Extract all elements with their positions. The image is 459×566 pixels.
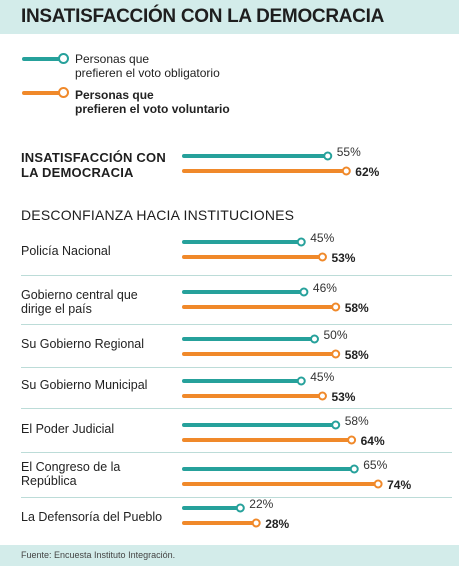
category-2-value-label-voluntario: 58%	[345, 348, 369, 362]
category-label-line1: El Poder Judicial	[21, 422, 115, 436]
main-label-line1: INSATISFACCIÓN CON	[21, 150, 166, 165]
main-category-label: INSATISFACCIÓN CON LA DEMOCRACIA	[21, 150, 166, 180]
legend-label-voluntario: Personas que prefieren el voto voluntari…	[75, 88, 230, 116]
category-5-marker-obligatorio	[349, 464, 359, 474]
title-band	[0, 0, 459, 34]
category-0-marker-voluntario	[317, 252, 327, 262]
divider	[21, 324, 452, 325]
legend-marker-orange	[58, 87, 69, 98]
category-3-bar-obligatorio	[182, 379, 302, 383]
category-4-marker-voluntario	[347, 435, 357, 445]
legend-swatch-teal	[22, 57, 62, 61]
category-label-gobierno-central: Gobierno central que dirige el país	[21, 288, 138, 316]
category-label-congreso: El Congreso de la República	[21, 460, 120, 488]
category-label-policia: Policía Nacional	[21, 244, 111, 258]
category-0-bar-obligatorio	[182, 240, 302, 244]
category-0-marker-obligatorio	[296, 237, 306, 247]
divider	[21, 497, 452, 498]
category-label-line1: Su Gobierno Regional	[21, 337, 144, 351]
main-marker-voluntario	[341, 166, 351, 176]
category-6-bar-voluntario	[182, 521, 257, 525]
category-4-marker-obligatorio	[331, 420, 341, 430]
section-title: DESCONFIANZA HACIA INSTITUCIONES	[21, 207, 295, 223]
category-6-value-label-voluntario: 28%	[265, 517, 289, 531]
category-2-value-label-obligatorio: 50%	[324, 328, 348, 342]
legend-label-line2: prefieren el voto voluntario	[75, 102, 230, 116]
legend-label-line2: prefieren el voto obligatorio	[75, 66, 220, 80]
category-0-bar-voluntario	[182, 255, 323, 259]
main-bar-obligatorio	[182, 154, 328, 158]
category-4-bar-voluntario	[182, 438, 352, 442]
divider	[21, 275, 452, 276]
category-4-value-label-obligatorio: 58%	[345, 414, 369, 428]
category-label-line1: El Congreso de la	[21, 460, 121, 474]
category-5-value-label-obligatorio: 65%	[363, 458, 387, 472]
category-2-marker-obligatorio	[310, 334, 319, 344]
chart-title: INSATISFACCIÓN CON LA DEMOCRACIA	[21, 6, 385, 27]
category-0-value-label-obligatorio: 45%	[310, 231, 334, 245]
category-1-bar-obligatorio	[182, 290, 304, 294]
main-value-label-obligatorio: 55%	[337, 145, 361, 159]
legend-label-line1: Personas que	[75, 52, 150, 66]
category-2-bar-obligatorio	[182, 337, 315, 341]
category-label-line1: Gobierno central que	[21, 288, 138, 302]
category-6-value-label-obligatorio: 22%	[249, 497, 273, 511]
category-4-value-label-voluntario: 64%	[361, 434, 385, 448]
category-label-poder-judicial: El Poder Judicial	[21, 422, 114, 436]
category-3-bar-voluntario	[182, 394, 323, 398]
category-1-marker-obligatorio	[299, 287, 309, 297]
main-label-line2: LA DEMOCRACIA	[21, 165, 134, 180]
category-6-marker-obligatorio	[235, 503, 245, 513]
divider	[21, 408, 452, 409]
category-label-line1: La Defensoría del Pueblo	[21, 510, 163, 524]
category-1-marker-voluntario	[331, 302, 341, 312]
category-1-bar-voluntario	[182, 305, 336, 309]
legend-label-line1: Personas que	[75, 88, 154, 102]
category-2-marker-voluntario	[331, 349, 341, 359]
footer-band	[0, 545, 459, 566]
category-6-marker-voluntario	[251, 518, 261, 528]
category-label-line2: dirige el país	[21, 302, 92, 316]
category-1-value-label-obligatorio: 46%	[313, 281, 337, 295]
legend-label-obligatorio: Personas que prefieren el voto obligator…	[75, 52, 220, 80]
category-label-line1: Su Gobierno Municipal	[21, 378, 148, 392]
category-5-bar-obligatorio	[182, 467, 355, 471]
category-0-value-label-voluntario: 53%	[331, 251, 355, 265]
source-note: Fuente: Encuesta Instituto Integración.	[21, 550, 176, 560]
category-3-value-label-voluntario: 53%	[331, 390, 355, 404]
category-label-defensoria: La Defensoría del Pueblo	[21, 510, 162, 524]
main-value-label-voluntario: 62%	[355, 165, 379, 179]
category-3-marker-voluntario	[317, 391, 327, 401]
category-2-bar-voluntario	[182, 352, 336, 356]
legend-marker-teal	[58, 53, 69, 64]
category-5-value-label-voluntario: 74%	[387, 478, 411, 492]
category-5-bar-voluntario	[182, 482, 379, 486]
divider	[21, 367, 452, 368]
category-label-gobierno-municipal: Su Gobierno Municipal	[21, 378, 147, 392]
category-3-marker-obligatorio	[296, 376, 306, 386]
category-1-value-label-voluntario: 58%	[345, 301, 369, 315]
main-marker-obligatorio	[323, 151, 333, 161]
category-4-bar-obligatorio	[182, 423, 336, 427]
category-label-gobierno-regional: Su Gobierno Regional	[21, 337, 144, 351]
category-6-bar-obligatorio	[182, 506, 241, 510]
legend-swatch-orange	[22, 91, 62, 95]
category-label-line2: República	[21, 474, 77, 488]
category-label-line1: Policía Nacional	[21, 244, 111, 258]
divider	[21, 452, 452, 453]
category-5-marker-voluntario	[373, 479, 383, 489]
main-bar-voluntario	[182, 169, 347, 173]
category-3-value-label-obligatorio: 45%	[310, 370, 334, 384]
